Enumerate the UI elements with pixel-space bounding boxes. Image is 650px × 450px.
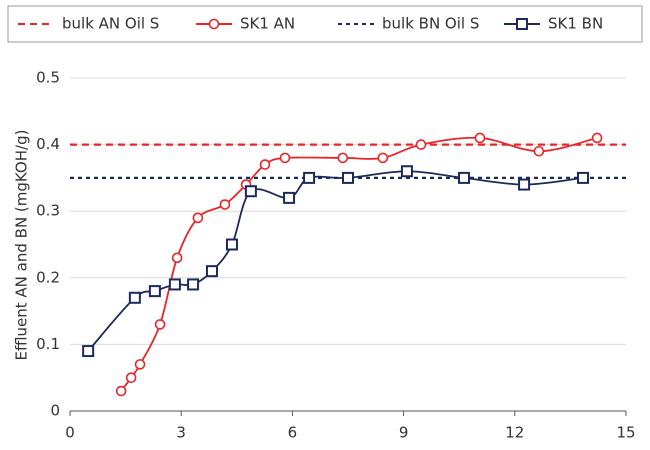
data-point — [342, 171, 354, 184]
y-tick-label: 0.2 — [36, 268, 60, 286]
data-point — [219, 199, 231, 210]
data-point — [168, 278, 181, 291]
data-point — [244, 185, 257, 198]
data-point — [533, 145, 545, 157]
data-point — [125, 372, 137, 384]
data-point — [128, 291, 141, 304]
y-tick-label: 0.4 — [36, 135, 60, 153]
y-tick-label: 0.1 — [36, 335, 60, 353]
data-point — [259, 159, 271, 170]
legend-label: bulk BN Oil S — [382, 15, 479, 33]
data-point — [303, 171, 316, 184]
x-tick-label: 6 — [288, 424, 298, 442]
x-tick-label: 3 — [176, 424, 186, 442]
data-point — [171, 252, 183, 264]
x-tick-label: 9 — [399, 424, 409, 442]
legend-marker — [516, 18, 528, 30]
y-axis-label: Effluent AN and BN (mgKOH/g) — [13, 130, 31, 361]
y-tick-label: 0 — [50, 402, 60, 420]
legend-label: bulk AN Oil S — [62, 15, 159, 33]
y-tick-label: 0.5 — [36, 69, 60, 87]
data-point — [279, 152, 291, 164]
data-point — [577, 171, 590, 184]
data-point — [187, 278, 200, 291]
data-point — [205, 265, 218, 278]
data-point — [518, 178, 531, 191]
data-point — [148, 285, 161, 298]
legend-label: SK1 BN — [548, 15, 603, 33]
data-point — [337, 152, 349, 164]
legend-label: SK1 AN — [240, 15, 295, 33]
data-point — [415, 139, 427, 150]
x-tick-label: 15 — [616, 424, 635, 442]
y-tick-label: 0.3 — [36, 202, 60, 220]
x-tick-label: 0 — [65, 424, 75, 442]
data-point — [377, 152, 389, 164]
data-point — [192, 212, 204, 224]
data-point — [474, 132, 486, 144]
data-point — [154, 319, 166, 330]
data-point — [82, 345, 95, 358]
series-line — [120, 136, 598, 392]
data-point — [458, 171, 471, 184]
x-tick-label: 12 — [505, 424, 524, 442]
data-point — [115, 385, 127, 397]
data-point — [591, 132, 603, 144]
data-point — [283, 191, 296, 204]
data-point — [400, 165, 413, 178]
legend-marker — [208, 18, 220, 30]
data-point — [134, 359, 146, 370]
data-point — [225, 238, 238, 251]
